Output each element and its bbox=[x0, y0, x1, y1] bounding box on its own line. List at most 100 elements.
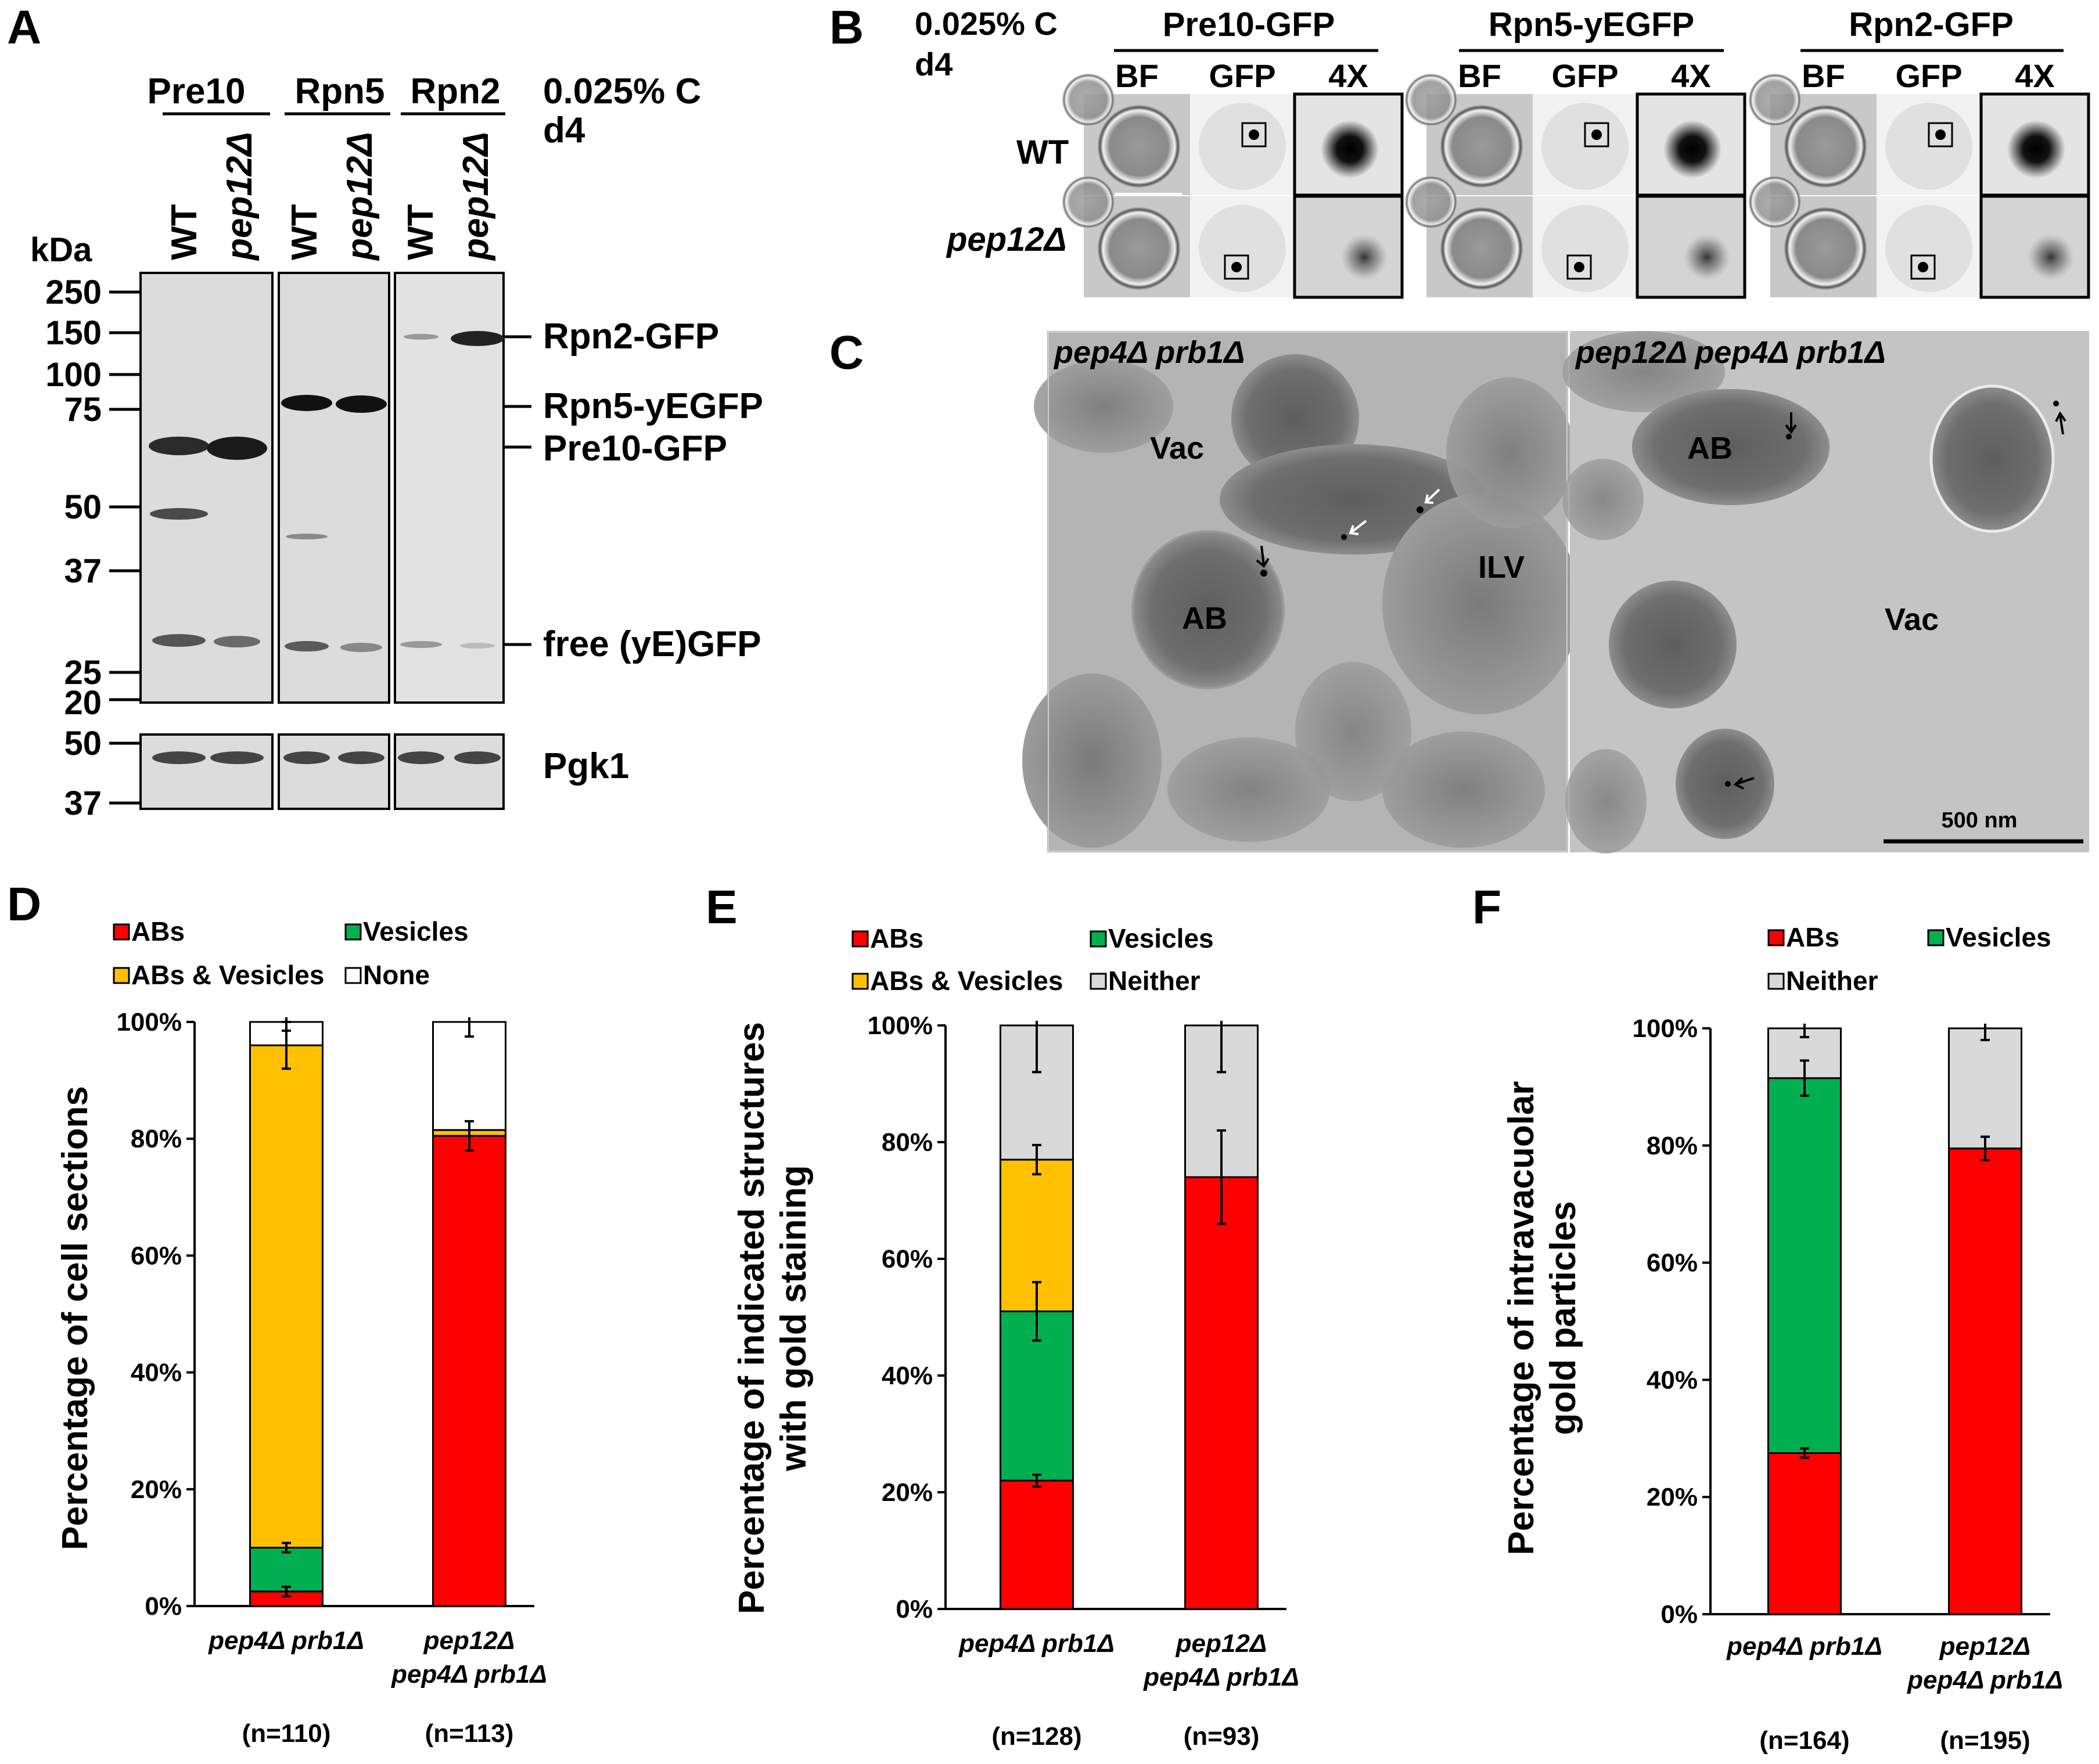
legend-entry: Neither bbox=[1786, 966, 1878, 996]
legend-entry: Neither bbox=[1108, 966, 1201, 996]
marker-label: 250 bbox=[45, 273, 102, 311]
lane-label: WT bbox=[164, 204, 204, 260]
x-category-label: pep4Δ prb1Δ bbox=[391, 1660, 547, 1689]
lane-label: pep12Δ bbox=[456, 132, 496, 261]
microscopy-column-label: 4X bbox=[1671, 57, 1711, 94]
bf-cell bbox=[1097, 207, 1181, 290]
zoom-puncta bbox=[1684, 234, 1730, 280]
microscopy-group-label: Pre10-GFP bbox=[1163, 6, 1335, 44]
legend-swatch bbox=[344, 967, 362, 984]
bf-cell bbox=[1062, 176, 1115, 228]
em-label-ilv: ILV bbox=[1478, 550, 1525, 585]
y-tick-label: 60% bbox=[882, 1245, 933, 1273]
zoom-puncta bbox=[1663, 120, 1721, 178]
legend-swatch bbox=[851, 930, 869, 948]
marker-label: 25 bbox=[64, 654, 102, 692]
sample-size-label: (n=113) bbox=[425, 1719, 514, 1748]
y-tick-label: 80% bbox=[1647, 1132, 1698, 1160]
x-category-label: pep4Δ prb1Δ bbox=[1143, 1663, 1299, 1691]
chart-f: 0% 20% 40% 60% 80% 100% Percentage of intravac… bbox=[1501, 922, 2063, 1755]
zoom-box bbox=[1584, 122, 1609, 147]
sample-size-label: (n=93) bbox=[1184, 1722, 1260, 1751]
gfp-cell bbox=[1541, 205, 1629, 292]
y-tick-label: 40% bbox=[131, 1359, 182, 1387]
blot-group-rpn2: Rpn2 bbox=[411, 71, 501, 111]
bar-segment-abs bbox=[1767, 1452, 1842, 1615]
microscopy-column-label: BF bbox=[1458, 57, 1501, 94]
chart-e: 0% 20% 40% 60% 80% 100% Percentage of indicate… bbox=[732, 923, 1299, 1751]
scale-bar-label: 500 nm bbox=[1942, 808, 2018, 833]
bar-segment-abs bbox=[1948, 1147, 2022, 1615]
legend-entry: ABs bbox=[131, 916, 185, 946]
bf-cell bbox=[1062, 74, 1115, 126]
legend-swatch bbox=[1927, 929, 1945, 946]
y-axis-label: with gold staining bbox=[774, 1165, 814, 1472]
microscopy-column-label: BF bbox=[1115, 57, 1159, 94]
y-tick-label: 100% bbox=[116, 1008, 182, 1036]
legend-swatch bbox=[113, 923, 130, 941]
blot-group-rpn5: Rpn5 bbox=[295, 71, 385, 111]
marker-label: 50 bbox=[64, 725, 102, 762]
sample-size-label: (n=164) bbox=[1759, 1726, 1849, 1755]
marker-label: 37 bbox=[64, 784, 102, 822]
microscopy-column-label: 4X bbox=[2015, 57, 2055, 94]
gfp-puncta bbox=[1591, 129, 1602, 140]
legend-swatch bbox=[1090, 930, 1107, 948]
em-label-ab-left: AB bbox=[1182, 601, 1227, 636]
zoom-box bbox=[1910, 254, 1936, 280]
legend-entry: Vesicles bbox=[363, 916, 469, 946]
y-tick-label: 0% bbox=[145, 1592, 182, 1621]
gfp-puncta bbox=[1935, 129, 1946, 140]
em-left-title: pep4Δ prb1Δ bbox=[1053, 335, 1245, 370]
microscopy-row-label-wt: WT bbox=[1016, 134, 1069, 171]
sample-size-label: (n=110) bbox=[242, 1719, 331, 1748]
gfp-cell bbox=[1199, 205, 1286, 292]
x-category-label: pep4Δ prb1Δ bbox=[1726, 1632, 1882, 1661]
panel-label-e: E bbox=[706, 881, 738, 934]
y-tick-label: 100% bbox=[1632, 1014, 1698, 1043]
zoom-puncta bbox=[1341, 234, 1388, 280]
zoom-box bbox=[1566, 254, 1592, 280]
marker-label: 37 bbox=[64, 552, 102, 590]
bar-segment-abs bbox=[1184, 1176, 1259, 1610]
y-axis-label: gold particles bbox=[1543, 1201, 1583, 1435]
pgk1-bands bbox=[152, 751, 501, 764]
em-image-left bbox=[1022, 331, 1580, 852]
loading-membrane bbox=[394, 733, 505, 810]
gfp-puncta bbox=[1231, 262, 1242, 272]
panel-c-electron-microscopy: C pep4Δ prb1Δ Vac AB ILV bbox=[829, 326, 2089, 854]
legend-entry: ABs bbox=[1786, 922, 1839, 952]
legend-swatch bbox=[113, 967, 130, 984]
gfp-puncta bbox=[1918, 262, 1928, 272]
legend-entry: ABs & Vesicles bbox=[131, 960, 324, 990]
bf-cell bbox=[1784, 207, 1867, 290]
sample-size-label: (n=195) bbox=[1940, 1726, 2030, 1755]
y-tick-label: 20% bbox=[1647, 1483, 1698, 1511]
legend-swatch bbox=[1767, 929, 1785, 946]
zoom-puncta bbox=[2007, 120, 2065, 178]
em-right-title: pep12Δ pep4Δ prb1Δ bbox=[1575, 335, 1886, 370]
y-tick-label: 40% bbox=[882, 1362, 933, 1390]
bf-cell bbox=[1440, 207, 1523, 290]
bar-segment-vesicles bbox=[249, 1546, 324, 1593]
panel-label-b: B bbox=[829, 1, 864, 54]
bf-cell bbox=[1097, 105, 1181, 188]
legend-swatch bbox=[1767, 973, 1785, 990]
microscopy-grid: BF GFP 4X BF GFP 4X BF GFP 4X bbox=[1062, 57, 2090, 299]
marker-label: 75 bbox=[64, 391, 102, 429]
legend-entry: Vesicles bbox=[1946, 922, 2051, 952]
y-tick-label: 60% bbox=[131, 1241, 182, 1270]
legend-entry: ABs & Vesicles bbox=[870, 966, 1063, 996]
lane-label: WT bbox=[285, 204, 325, 260]
band-label-pre10-gfp: Pre10-GFP bbox=[543, 429, 727, 469]
y-tick-label: 80% bbox=[882, 1128, 933, 1157]
x-category-label: pep4Δ prb1Δ bbox=[208, 1626, 364, 1655]
bf-cell bbox=[1749, 176, 1801, 228]
legend-entry: Vesicles bbox=[1108, 923, 1214, 953]
bf-cell bbox=[1440, 105, 1523, 188]
legend-swatch bbox=[344, 923, 362, 941]
microscopy-condition-line-1: 0.025% C bbox=[915, 5, 1058, 42]
bar-segment-abs bbox=[1000, 1479, 1074, 1610]
gfp-puncta bbox=[1574, 262, 1584, 272]
